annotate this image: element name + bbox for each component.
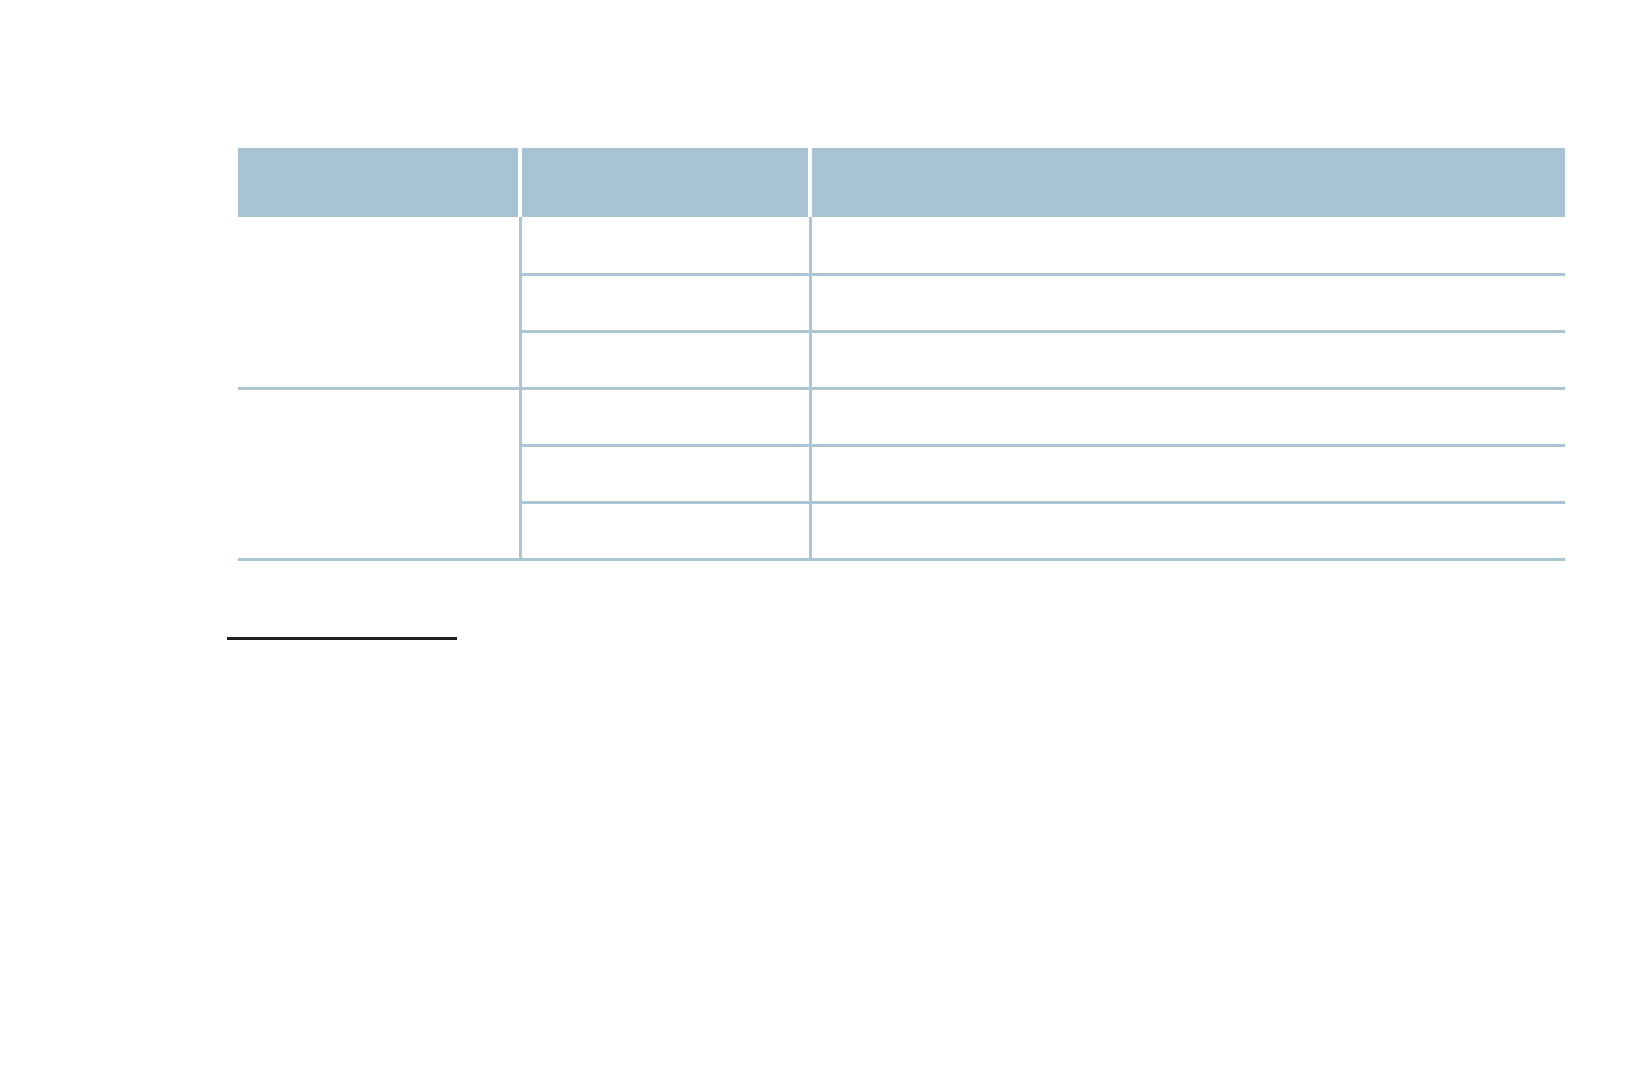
table-row (238, 443, 1565, 504)
cell-r1-c2 (518, 217, 812, 276)
cell-r5-c3 (808, 443, 1565, 504)
table-row (238, 500, 1565, 561)
table-header-row (238, 148, 1565, 217)
cell-r4-c2 (518, 386, 812, 447)
cell-r6-c2 (518, 500, 812, 561)
table-row (238, 329, 1565, 390)
table-row (238, 386, 1565, 561)
header-cell-col1 (238, 148, 522, 217)
cell-r1-c3 (808, 217, 1565, 276)
table-row (238, 217, 1565, 390)
header-cell-col2 (520, 148, 812, 217)
cell-r5-c2 (518, 443, 812, 504)
data-table (238, 148, 1565, 561)
rowgroup-cell-2 (238, 386, 522, 561)
rowgroup-cell-1 (238, 217, 522, 390)
cell-r6-c3 (808, 500, 1565, 561)
cell-r2-c2 (518, 272, 812, 333)
cell-r4-c3 (808, 386, 1565, 447)
cell-r3-c3 (808, 329, 1565, 390)
footnote-separator-line (227, 637, 457, 640)
header-cell-col3 (810, 148, 1565, 217)
cell-r3-c2 (518, 329, 812, 390)
table-row (238, 272, 1565, 333)
cell-r2-c3 (808, 272, 1565, 333)
